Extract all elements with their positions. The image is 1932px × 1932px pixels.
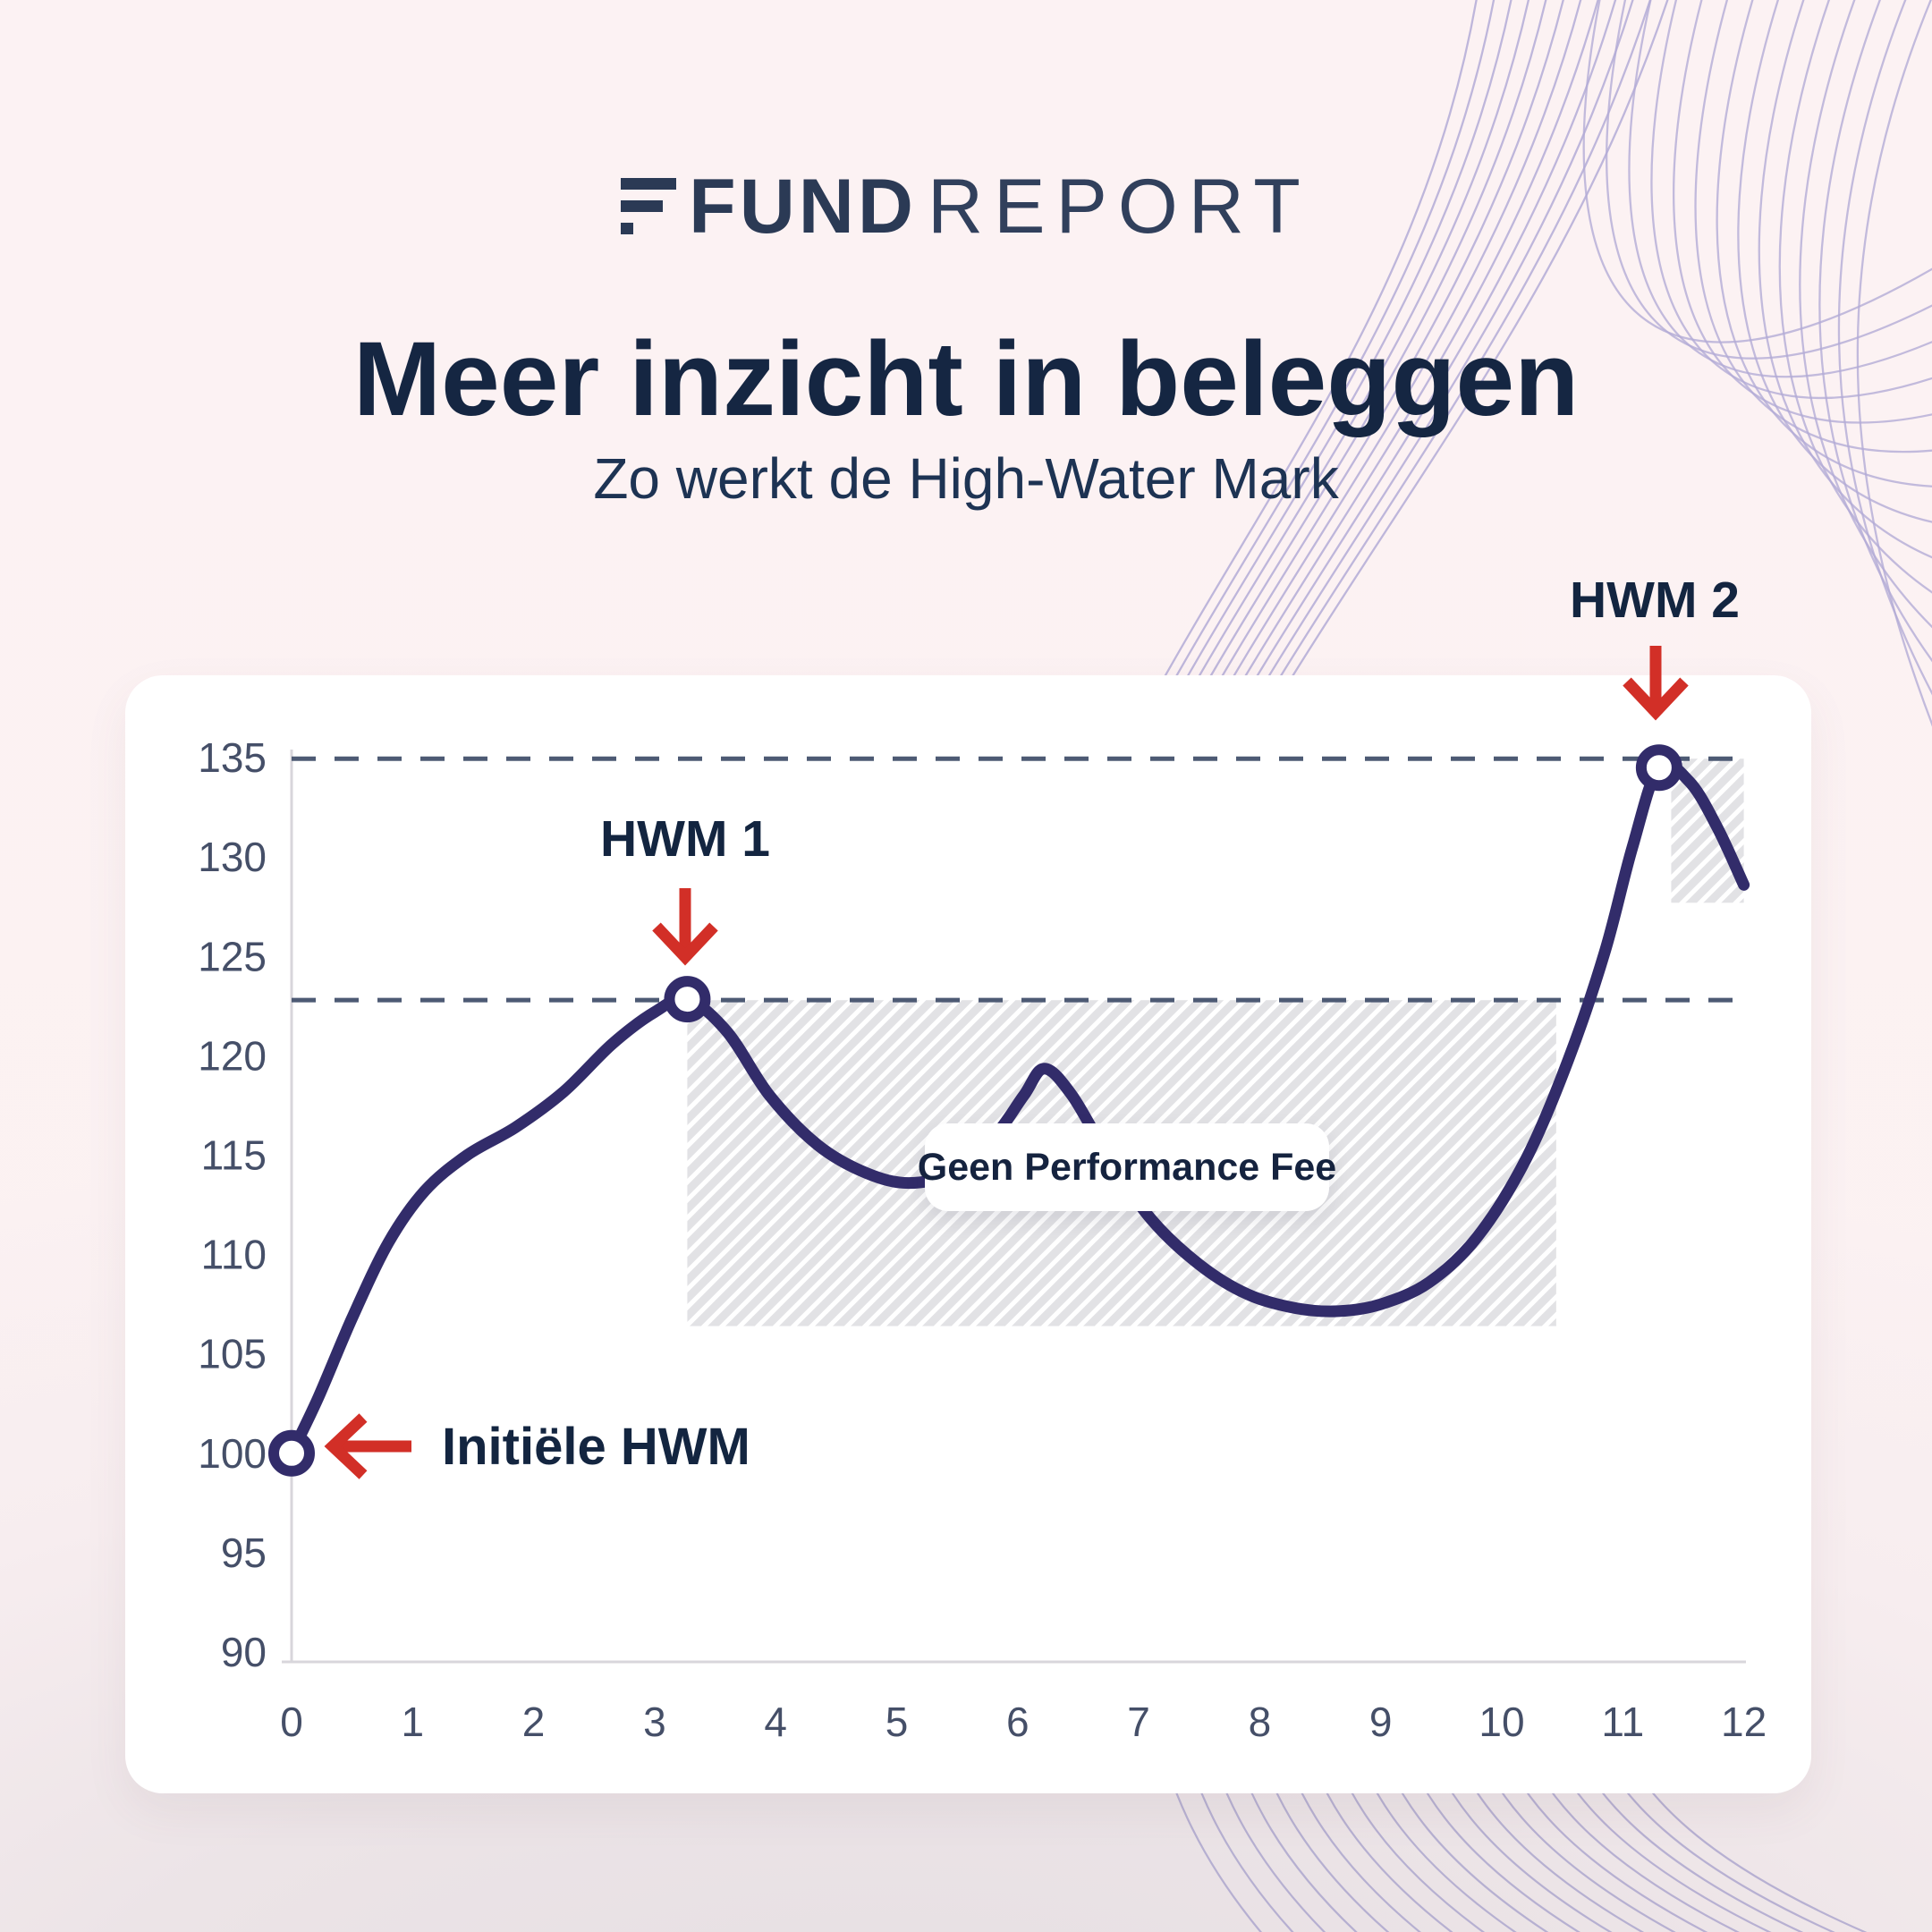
hwm2-marker [1635,744,1682,792]
x-tick-label: 10 [1479,1699,1524,1745]
x-tick-label: 4 [764,1699,787,1745]
initial-hwm-left-arrow-icon [324,1413,411,1479]
x-tick-label: 6 [1006,1699,1030,1745]
decorative-line [1163,0,1547,758]
y-tick-label: 100 [198,1430,267,1477]
decorative-line [1778,0,1932,594]
hwm1-label: HWM 1 [600,810,770,868]
decorative-line [1856,0,1932,727]
decorative-line [1157,0,1530,749]
decorative-line [1673,0,1932,424]
decorative-line [1152,0,1513,738]
decorative-line [1628,0,1932,378]
x-tick-label: 3 [643,1699,666,1745]
x-tick-label: 12 [1721,1699,1767,1745]
logo-text-report: REPORT [928,164,1311,250]
hwm1-marker [664,976,711,1023]
decorative-line [1799,0,1932,629]
x-tick-label: 5 [886,1699,909,1745]
x-tick-label: 7 [1127,1699,1150,1745]
decorative-line [1582,0,1932,343]
y-tick-label: 105 [198,1331,267,1377]
annotation-arrows [324,646,1689,1479]
y-tick-label: 90 [221,1629,267,1675]
x-tick-label: 8 [1249,1699,1272,1745]
hwm1-down-arrow-icon [652,888,718,966]
decorative-line [1818,0,1932,663]
x-tick-label: 1 [402,1699,425,1745]
y-tick-label: 110 [201,1232,267,1278]
x-tick-label: 2 [522,1699,546,1745]
decorative-line [1147,0,1496,727]
hwm2-down-arrow-icon [1623,646,1689,721]
y-axis-tick-labels: 90 95 100 105 110 115 120 125 130 135 [198,734,267,1675]
decorative-line [1694,0,1932,453]
logo-text-fund: FUND [689,164,918,250]
y-tick-label: 115 [201,1132,267,1179]
y-tick-label: 130 [198,834,267,880]
decorative-line [1606,0,1932,360]
y-tick-label: 120 [198,1032,267,1079]
initial-hwm-label: Initiële HWM [442,1418,750,1476]
y-tick-label: 95 [221,1530,267,1576]
hwm2-label: HWM 2 [1570,572,1740,629]
y-tick-label: 125 [198,933,267,979]
page-title: Meer inzicht in beleggen [352,320,1580,438]
y-tick-label: 135 [198,734,267,781]
no-performance-fee-badge: Geen Performance Fee [918,1123,1336,1211]
decorative-line [1737,0,1932,523]
page-subtitle: Zo werkt de High-Water Mark [593,446,1339,511]
x-tick-label: 9 [1369,1699,1393,1745]
fund-logo-icon [621,178,677,234]
x-tick-label: 11 [1601,1699,1644,1745]
decorative-line [1837,0,1932,696]
initial-hwm-marker [268,1429,315,1477]
decorative-line [1174,0,1582,780]
decorative-swirl-top-right [1141,0,1932,833]
decorative-line [1168,0,1564,769]
x-axis-tick-labels: 0 1 2 3 4 5 6 7 8 9 10 11 12 [280,1699,1767,1745]
decorative-line [1716,0,1932,487]
x-tick-label: 0 [280,1699,303,1745]
fund-value-line [285,758,1750,1460]
decorative-line [1141,0,1478,716]
decorative-line [1179,0,1599,791]
brand-logo: FUND REPORT [0,168,1932,245]
